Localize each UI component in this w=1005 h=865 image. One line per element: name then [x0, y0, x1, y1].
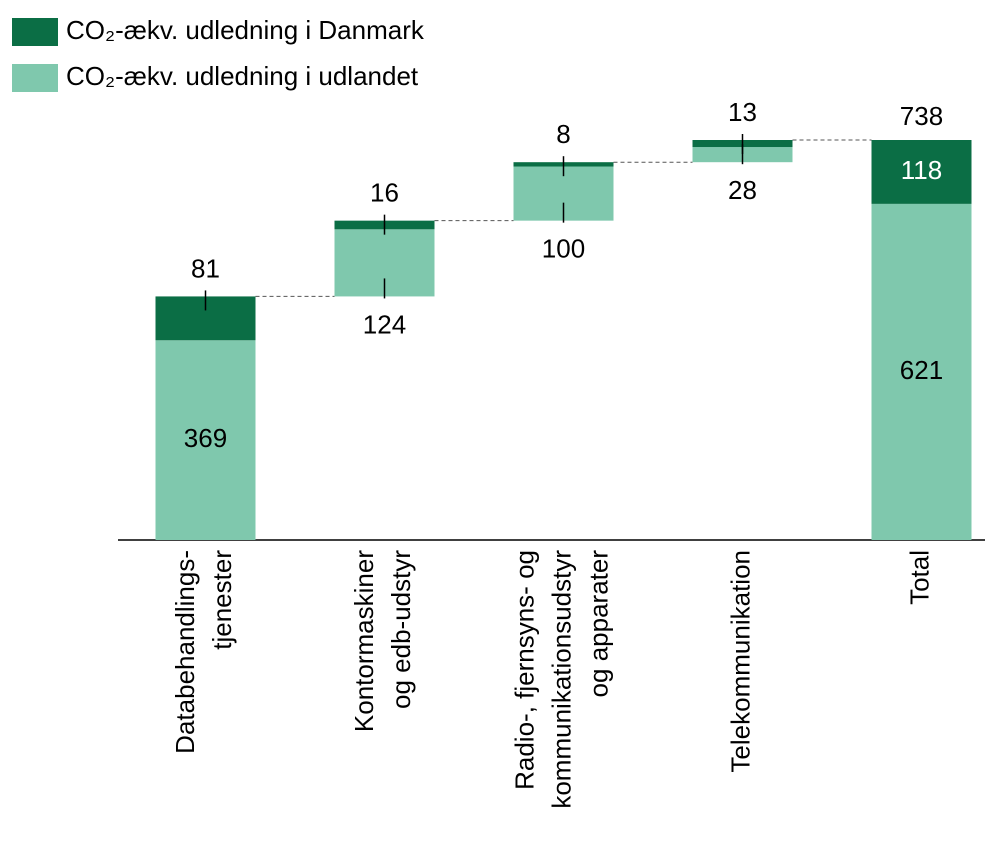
x-tick-label: Telekommunikation — [725, 550, 755, 773]
bar-segment — [871, 140, 972, 204]
x-tick-label: Databehandlings- — [170, 550, 200, 754]
x-tick-label: og apparater — [583, 550, 613, 698]
x-tick-label: og edb-udstyr — [386, 550, 416, 709]
value-label: 13 — [728, 97, 757, 127]
value-label: 100 — [542, 234, 585, 264]
value-label: 81 — [191, 253, 220, 283]
legend-label: CO₂-ækv. udledning i Danmark — [66, 15, 425, 45]
bar-segment — [155, 340, 256, 540]
x-tick-label: tjenester — [207, 550, 237, 650]
legend-swatch — [12, 18, 58, 46]
x-tick-label: Radio-, fjernsyns- og — [509, 550, 539, 790]
value-label: 28 — [728, 175, 757, 205]
value-label: 369 — [184, 423, 227, 453]
value-label: 621 — [900, 355, 943, 385]
x-tick-label: Total — [904, 550, 934, 605]
legend-swatch — [12, 64, 58, 92]
value-label: 118 — [901, 155, 942, 185]
x-tick-label: kommunikationsudstyr — [546, 550, 576, 809]
x-tick-label: Kontormaskiner — [349, 550, 379, 732]
value-label: 8 — [556, 119, 570, 149]
value-label: 16 — [370, 178, 399, 208]
value-label: 124 — [363, 309, 406, 339]
bar-segment — [871, 203, 972, 540]
legend-label: CO₂-ækv. udledning i udlandet — [66, 61, 419, 91]
total-label: 738 — [900, 101, 943, 131]
